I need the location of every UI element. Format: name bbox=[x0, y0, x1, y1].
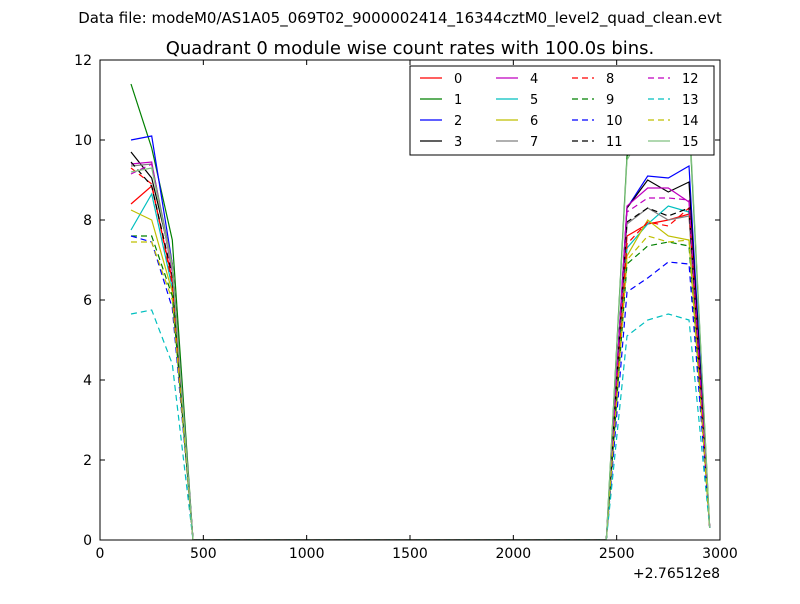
legend-label-0: 0 bbox=[454, 72, 462, 87]
x-tick-label-0: 0 bbox=[96, 546, 105, 562]
legend-label-12: 12 bbox=[682, 72, 699, 87]
y-tick-label-6: 6 bbox=[83, 293, 92, 309]
legend-label-7: 7 bbox=[530, 135, 538, 150]
y-tick-label-8: 8 bbox=[83, 213, 92, 229]
legend-label-6: 6 bbox=[530, 114, 538, 129]
legend-label-13: 13 bbox=[682, 93, 699, 108]
y-tick-label-0: 0 bbox=[83, 533, 92, 549]
series-line-11 bbox=[130, 161, 711, 540]
legend-label-2: 2 bbox=[454, 114, 462, 129]
legend-label-14: 14 bbox=[682, 114, 699, 129]
legend-label-5: 5 bbox=[530, 93, 538, 108]
y-tick-label-4: 4 bbox=[83, 373, 92, 389]
series-lines bbox=[130, 83, 711, 540]
legend-label-8: 8 bbox=[606, 72, 614, 87]
y-tick-label-10: 10 bbox=[74, 133, 92, 149]
series-line-14 bbox=[131, 235, 711, 540]
x-tick-label-2500: 2500 bbox=[599, 546, 635, 562]
x-tick-label-3000: 3000 bbox=[702, 546, 738, 562]
legend-label-15: 15 bbox=[682, 135, 699, 150]
x-offset-label: +2.76512e8 bbox=[633, 566, 720, 582]
legend-label-4: 4 bbox=[530, 72, 538, 87]
legend-label-9: 9 bbox=[606, 93, 614, 108]
series-line-12 bbox=[130, 163, 711, 540]
series-line-2 bbox=[130, 135, 711, 540]
legend-label-3: 3 bbox=[454, 135, 462, 150]
y-tick-label-12: 12 bbox=[74, 53, 92, 69]
x-tick-label-500: 500 bbox=[190, 546, 217, 562]
x-tick-label-2000: 2000 bbox=[496, 546, 532, 562]
y-tick-label-2: 2 bbox=[83, 453, 92, 469]
series-line-9 bbox=[131, 235, 711, 540]
series-line-15 bbox=[130, 107, 711, 540]
legend-label-1: 1 bbox=[454, 93, 462, 108]
figure-suptitle: Data file: modeM0/AS1A05_069T02_90000024… bbox=[78, 9, 722, 27]
chart-title: Quadrant 0 module wise count rates with … bbox=[166, 38, 655, 59]
legend-label-10: 10 bbox=[606, 114, 623, 129]
legend-box bbox=[409, 65, 715, 156]
x-tick-label-1500: 1500 bbox=[392, 546, 428, 562]
series-line-4 bbox=[130, 161, 711, 540]
x-tick-label-1000: 1000 bbox=[289, 546, 325, 562]
series-line-7 bbox=[130, 163, 711, 540]
legend-label-11: 11 bbox=[606, 135, 623, 150]
